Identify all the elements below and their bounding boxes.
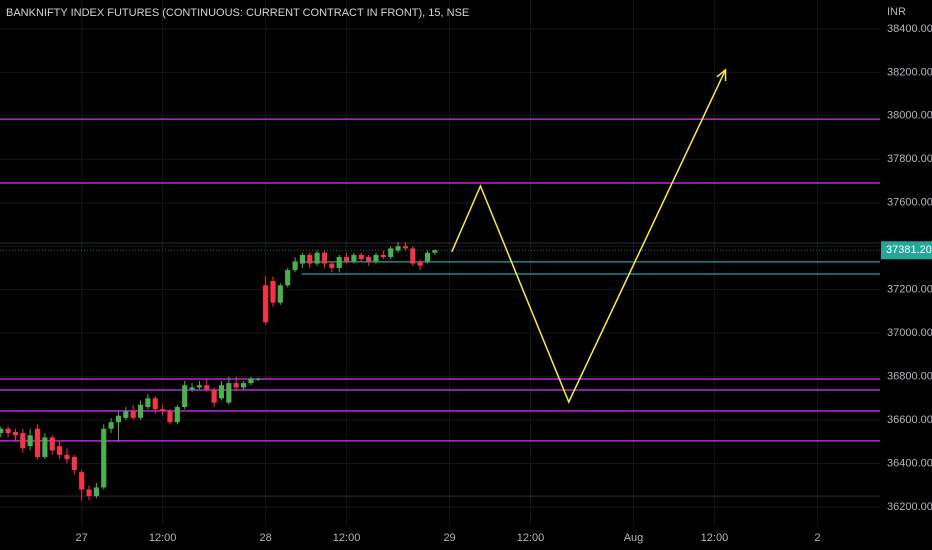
candle-body (137, 404, 144, 418)
last-price-label: 37381.20 (886, 244, 932, 256)
candle-body (248, 378, 254, 384)
candle-body (417, 261, 423, 266)
candle-body (152, 398, 158, 410)
candle-body (226, 383, 232, 403)
candle-body (321, 252, 328, 264)
candle-body (20, 433, 26, 449)
axes: 36200.00 36400.00 36600.00 36800.00 37000.00… (76, 23, 932, 544)
candle-body (182, 385, 188, 408)
candle-body (115, 415, 122, 423)
candle-body (0, 428, 4, 434)
candle-body (299, 254, 305, 264)
y-tick-label: 38400.00 (887, 23, 932, 35)
candle-body (292, 261, 298, 271)
candle-body (285, 270, 291, 286)
candle-body (402, 246, 408, 249)
y-tick-label: 37200.00 (887, 284, 932, 296)
projection-path (451, 69, 727, 404)
candle-body (160, 409, 166, 412)
candle-body (233, 383, 239, 388)
candle-body (71, 456, 77, 471)
candle-body (57, 446, 63, 455)
candle-body (204, 385, 210, 390)
candle-body (424, 252, 431, 262)
y-tick-label: 37600.00 (887, 197, 932, 209)
candle-body (270, 280, 276, 303)
x-tick-label: 12:00 (701, 532, 729, 544)
candle-body (34, 428, 41, 457)
candle-body (373, 254, 379, 262)
x-tick-label: 27 (76, 532, 88, 544)
x-tick-label: 28 (259, 532, 271, 544)
x-tick-label: 12:00 (517, 532, 545, 544)
candle-body (307, 254, 313, 264)
candle-body (410, 248, 416, 264)
candle-body (123, 411, 129, 418)
y-tick-label: 36400.00 (887, 457, 932, 469)
candle-body (277, 285, 283, 303)
candle-body (395, 246, 401, 251)
candle-body (12, 431, 19, 436)
candle-body (366, 257, 372, 262)
y-tick-label: 36200.00 (887, 501, 932, 513)
candle-body (196, 385, 202, 388)
y-tick-label: 37000.00 (887, 327, 932, 339)
x-tick-label: 12:00 (333, 532, 361, 544)
plot-area (0, 68, 880, 501)
candle-body (351, 254, 357, 262)
y-tick-label: 36600.00 (887, 414, 932, 426)
candle-body (130, 411, 136, 418)
candle-body (64, 454, 70, 460)
last-price-tag (881, 241, 932, 260)
candle-body (240, 383, 247, 388)
candle-body (5, 428, 11, 434)
y-tick-label: 37800.00 (887, 153, 932, 165)
x-tick-label: 2 (814, 532, 820, 544)
candle-body (388, 248, 394, 258)
y-tick-label: 38200.00 (887, 66, 932, 78)
candle-body (329, 263, 335, 268)
y-tick-label: 36800.00 (887, 370, 932, 382)
x-tick-label: Aug (624, 532, 644, 544)
candle-body (79, 472, 85, 490)
candle-body (167, 411, 173, 423)
candle-body (49, 437, 55, 451)
currency-label: INR (887, 6, 906, 18)
candle-body (358, 254, 364, 260)
candle-body (145, 398, 151, 408)
projection-arrowhead (716, 68, 727, 81)
candle-body (263, 285, 269, 323)
candle-body (211, 389, 217, 403)
x-tick-label: 29 (443, 532, 455, 544)
x-tick-label: 12:00 (149, 532, 177, 544)
candle-body (108, 422, 114, 429)
candle-body (174, 407, 180, 423)
candle-body (42, 437, 48, 457)
candle-body (343, 257, 350, 262)
candle-body (189, 387, 195, 390)
chart-title: BANKNIFTY INDEX FUTURES (CONTINUOUS: CUR… (6, 7, 469, 19)
grid (0, 0, 880, 525)
candle-body (86, 489, 92, 497)
candle-body (255, 378, 261, 380)
candle-body (432, 250, 438, 253)
candle-body (336, 257, 342, 268)
y-tick-label: 38000.00 (887, 110, 932, 122)
candle-body (93, 487, 99, 497)
candle-body (380, 254, 386, 258)
candle-body (314, 252, 320, 264)
candle-body (218, 385, 225, 399)
candle-body (101, 428, 107, 488)
candle-body (27, 435, 33, 447)
